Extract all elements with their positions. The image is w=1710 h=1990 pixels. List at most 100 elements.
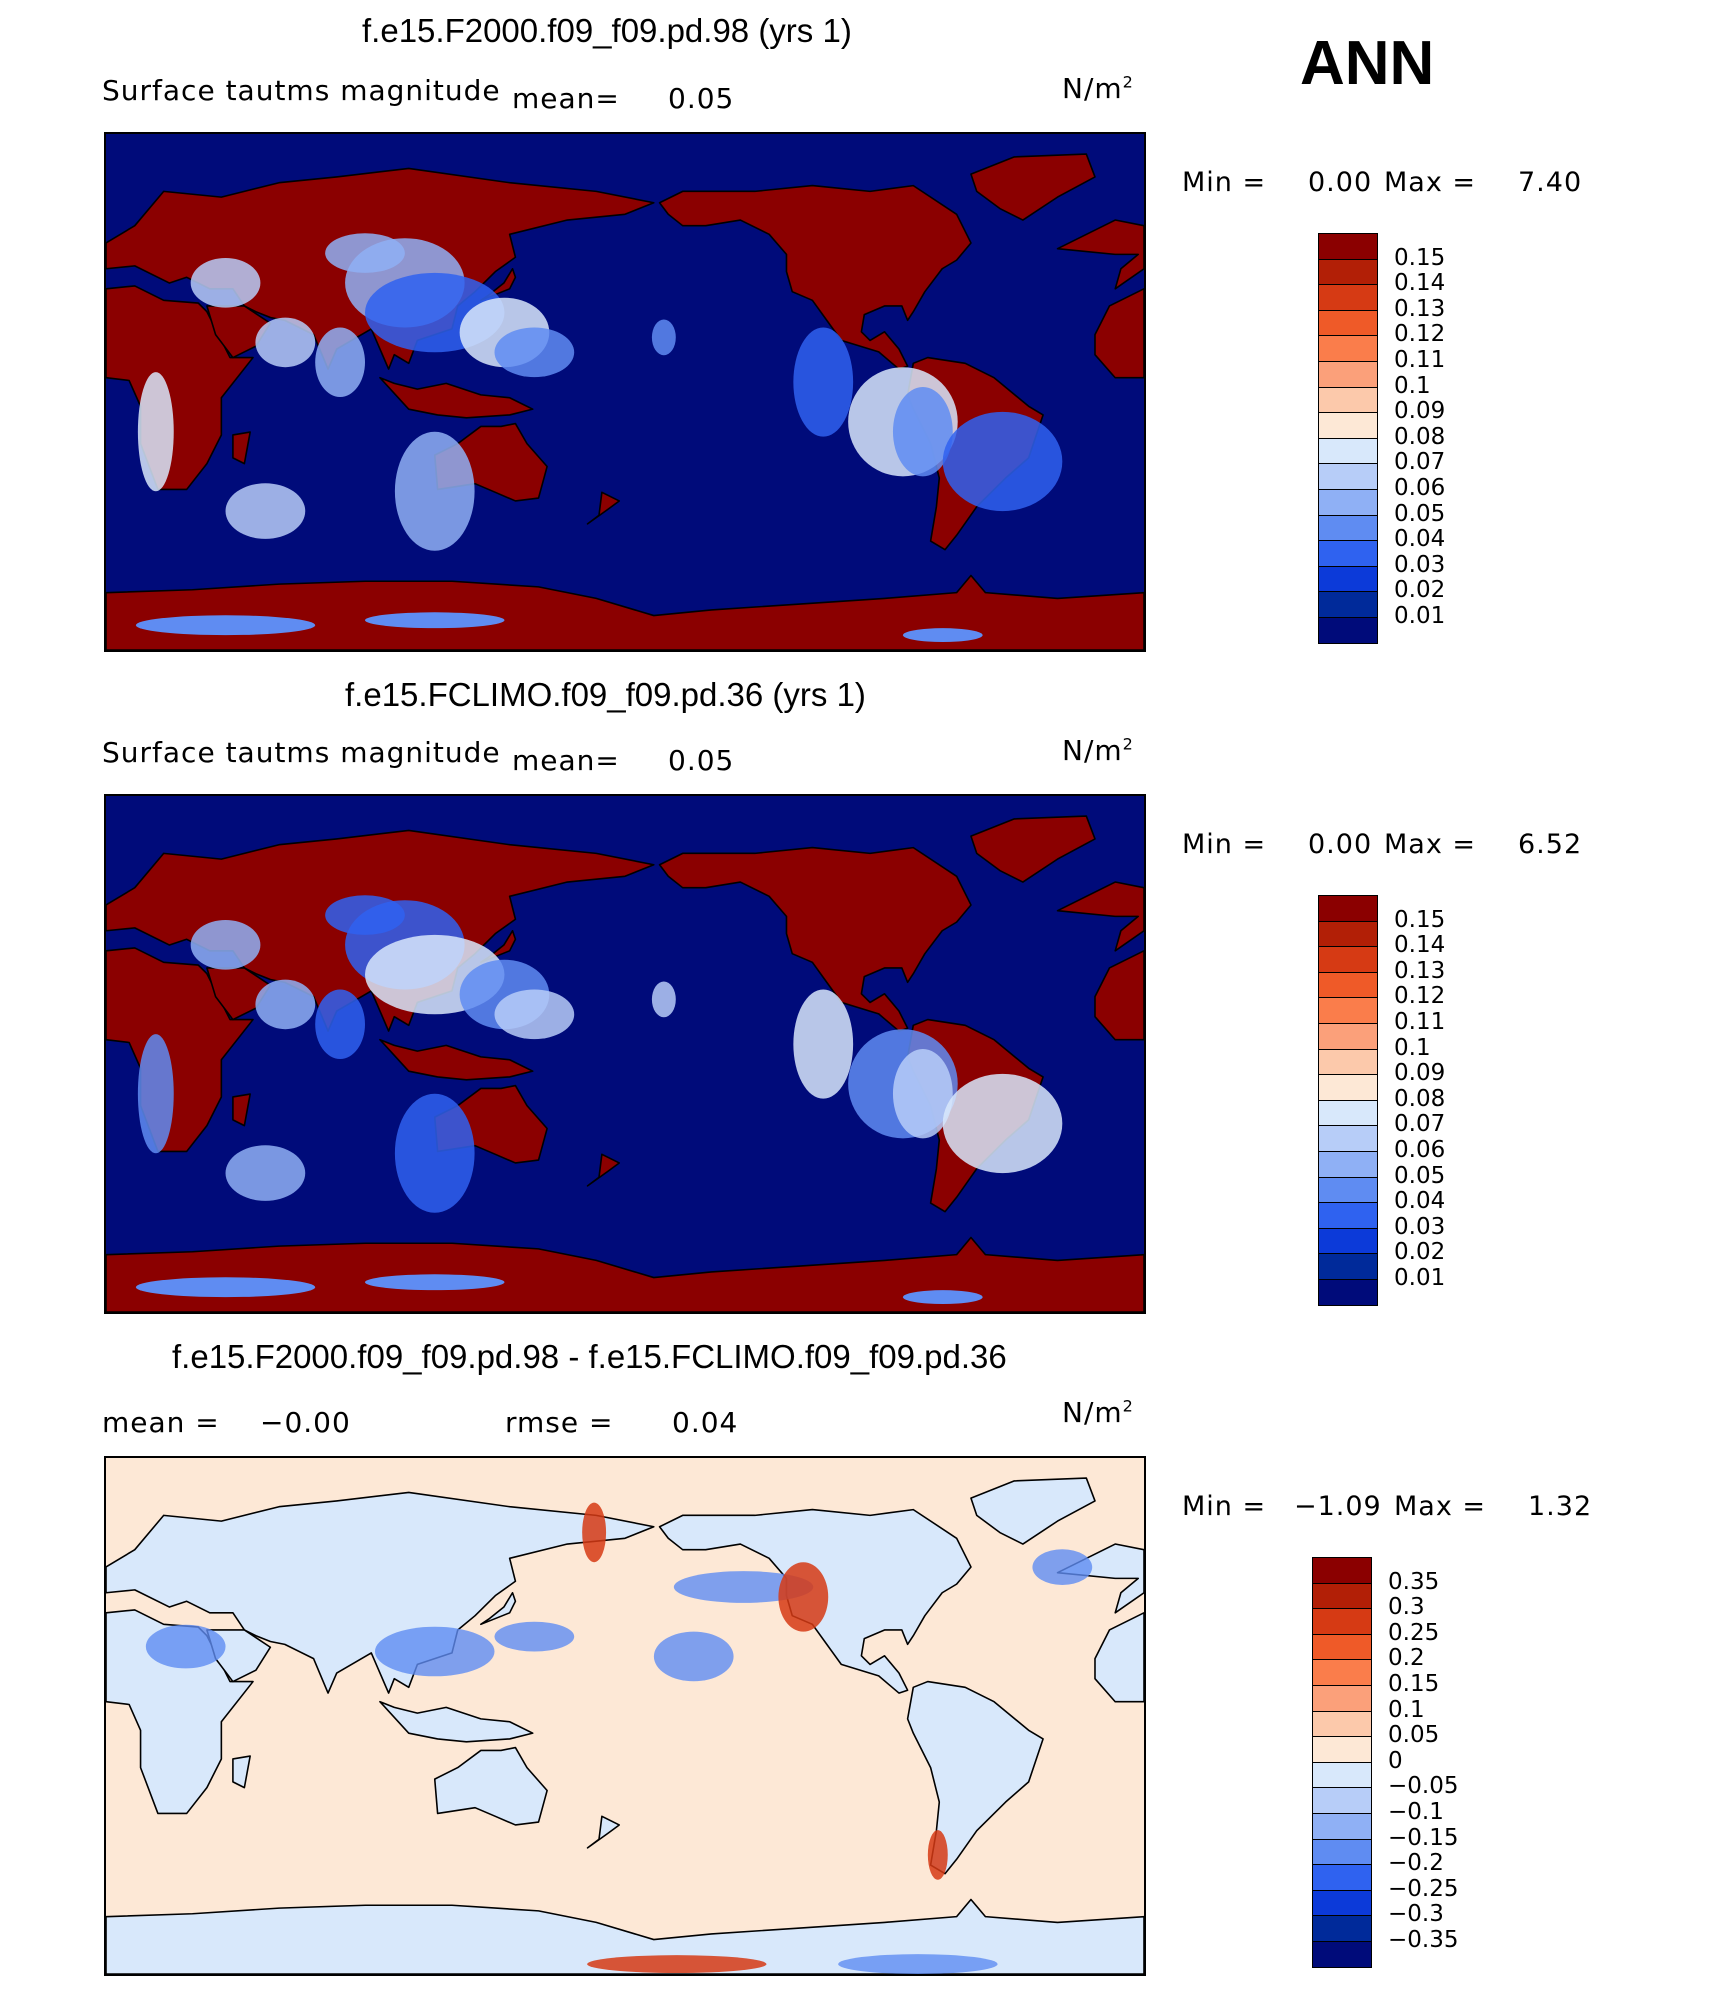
landmass-australia (433, 1746, 548, 1826)
panel3-min-value: −1.09 (1294, 1491, 1382, 1522)
colorbar-tick-label: 0.13 (1394, 957, 1446, 984)
colorbar-tick-label: 0.08 (1394, 1085, 1446, 1112)
landmass-westEurope (1056, 881, 1144, 952)
colorbar-tick-label: −0.25 (1388, 1875, 1459, 1902)
low-stress-region (137, 1034, 174, 1154)
low-stress-region (137, 372, 174, 492)
colorbar-tick-label: −0.15 (1388, 1824, 1459, 1851)
colorbar-swatch (1318, 284, 1378, 312)
colorbar-swatch (1318, 946, 1378, 974)
negative-anomaly (838, 1954, 998, 1974)
negative-anomaly (374, 1626, 495, 1677)
colorbar-tick-label: 0.09 (1394, 1060, 1446, 1087)
colorbar-swatch (1318, 895, 1378, 923)
low-stress-region (190, 258, 261, 308)
colorbar-tick-label: 0.04 (1394, 526, 1446, 553)
colorbar-tick-label: 0.14 (1394, 932, 1446, 959)
landmass-nz (586, 491, 621, 525)
low-stress-region (942, 1073, 1063, 1174)
colorbar-swatch (1318, 540, 1378, 568)
low-stress-region (892, 1049, 953, 1139)
low-stress-region (315, 989, 366, 1059)
negative-anomaly (494, 1621, 575, 1652)
colorbar-tick-label: 0.05 (1394, 500, 1446, 527)
panel2-max-label: Max = (1384, 829, 1477, 860)
low-stress-region (793, 327, 854, 437)
landmass-nAmerica (658, 184, 972, 370)
landmass-antarctica (106, 574, 1144, 650)
colorbar-tick-label: 0.15 (1388, 1671, 1440, 1697)
colorbar-swatch (1318, 437, 1378, 465)
colorbar-swatch (1312, 1685, 1372, 1713)
colorbar-tick-label: −0.2 (1388, 1850, 1444, 1877)
colorbar-swatch (1312, 1838, 1372, 1866)
colorbar-swatch (1312, 1710, 1372, 1738)
colorbar-swatch (1318, 1151, 1378, 1179)
colorbar-swatch (1312, 1633, 1372, 1661)
low-stress-region (494, 327, 575, 378)
panel3-rmse-label: rmse = (505, 1406, 614, 1439)
antarctic-low-region (135, 615, 316, 636)
colorbar-tick-label: 0.07 (1394, 1111, 1446, 1138)
low-stress-region (255, 317, 316, 368)
low-stress-region (494, 989, 575, 1040)
panel1-max-value: 7.40 (1518, 167, 1583, 198)
landmass-indonesia (379, 1038, 534, 1081)
colorbar-tick-label: 0.05 (1394, 1162, 1446, 1189)
panel3-max-value: 1.32 (1528, 1491, 1593, 1522)
colorbar-tick-label: 0.1 (1394, 372, 1431, 399)
panel2-map (104, 794, 1146, 1314)
colorbar-tick-label: 0.01 (1394, 603, 1446, 629)
landmass-westEurope (1056, 219, 1144, 290)
low-stress-region (651, 981, 676, 1018)
colorbar-swatch (1312, 1864, 1372, 1892)
low-stress-region (793, 989, 854, 1099)
panel3-map (104, 1456, 1146, 1976)
panel2-title: f.e15.FCLIMO.f09_f09.pd.36 (yrs 1) (345, 676, 866, 713)
panel3-mean-label: mean = (102, 1406, 220, 1439)
low-stress-region (651, 319, 676, 356)
colorbar-swatch (1318, 463, 1378, 491)
negative-anomaly (145, 1624, 226, 1669)
colorbar-swatch (1318, 997, 1378, 1025)
positive-anomaly (778, 1562, 829, 1632)
landmass-nAmerica (658, 846, 972, 1032)
colorbar-tick-label: 0.12 (1394, 321, 1446, 348)
panel3-min-label: Min = (1182, 1491, 1267, 1522)
colorbar-swatch (1318, 335, 1378, 363)
panel1-units: N/m2 (1062, 72, 1134, 105)
colorbar-swatch (1318, 617, 1378, 645)
positive-anomaly (582, 1502, 607, 1563)
colorbar-swatch (1318, 591, 1378, 619)
landmass-nz (586, 1153, 621, 1187)
colorbar-tick-label: −0.35 (1388, 1927, 1459, 1953)
colorbar-swatch (1318, 1227, 1378, 1255)
colorbar-tick-label: −0.1 (1388, 1799, 1444, 1825)
colorbar-tick-label: 0.25 (1388, 1619, 1440, 1646)
colorbar-swatch (1318, 258, 1378, 286)
panel2-mean-value: 0.05 (668, 744, 735, 777)
antarctic-low-region (902, 1290, 983, 1305)
colorbar-swatch (1318, 920, 1378, 948)
colorbar-tick-label: 0.11 (1394, 347, 1446, 373)
colorbar-swatch (1318, 971, 1378, 999)
colorbar-swatch (1318, 1074, 1378, 1102)
antarctic-low-region (365, 612, 505, 629)
colorbar-tick-label: 0.35 (1388, 1568, 1440, 1595)
positive-anomaly (587, 1955, 767, 1974)
low-stress-region (394, 431, 475, 551)
colorbar-tick-label: −0.05 (1388, 1773, 1459, 1800)
landmass-greenland (970, 815, 1096, 883)
landmass-nz (586, 1815, 621, 1849)
antarctic-low-region (902, 628, 983, 643)
colorbar-swatch (1312, 1889, 1372, 1917)
landmass-madagascar (232, 1755, 251, 1789)
colorbar-tick-label: 0.3 (1388, 1594, 1425, 1621)
colorbar-tick-label: 0.03 (1394, 1213, 1446, 1240)
colorbar-tick-label: 0.07 (1394, 449, 1446, 476)
landmass-indonesia (379, 1700, 534, 1743)
colorbar-tick-label: 0.09 (1394, 398, 1446, 425)
landmass-greenland (970, 1477, 1096, 1545)
low-stress-region (190, 920, 261, 970)
panel1-max-label: Max = (1384, 167, 1477, 198)
